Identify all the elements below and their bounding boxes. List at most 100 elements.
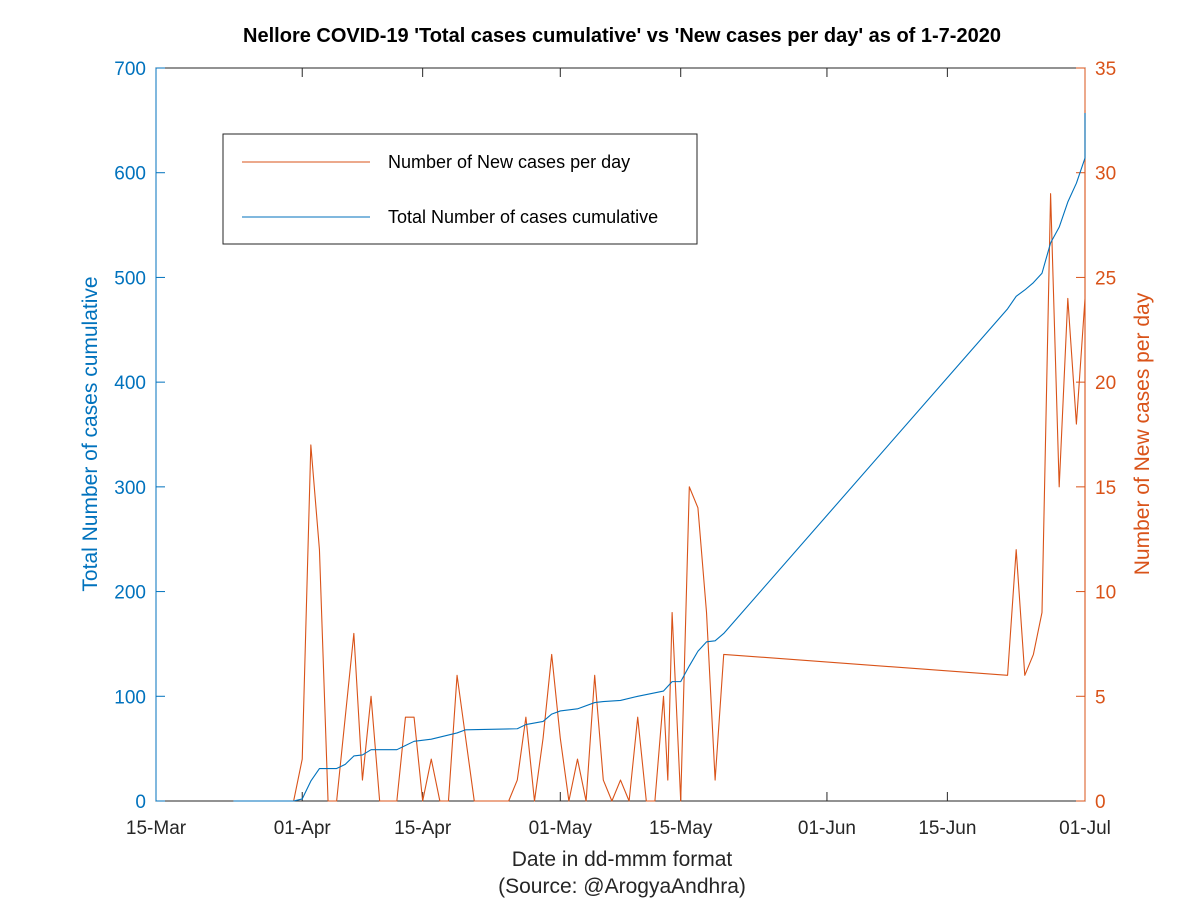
data-point-total-cases bbox=[672, 681, 673, 682]
data-point-total-cases bbox=[689, 665, 690, 666]
data-point-new-cases bbox=[585, 800, 586, 801]
data-point-new-cases bbox=[594, 675, 595, 676]
data-point-new-cases bbox=[1084, 109, 1085, 110]
series-line-total-cases bbox=[233, 113, 1086, 802]
x-tick-label: 15-Mar bbox=[126, 818, 187, 839]
legend-box bbox=[222, 133, 698, 245]
data-point-new-cases bbox=[327, 800, 328, 801]
data-point-new-cases bbox=[517, 779, 518, 780]
data-point-new-cases bbox=[448, 800, 449, 801]
data-point-total-cases bbox=[525, 724, 526, 725]
data-point-new-cases bbox=[551, 654, 552, 655]
data-point-new-cases bbox=[302, 759, 303, 760]
y-left-tick-label: 0 bbox=[135, 792, 146, 813]
data-point-total-cases bbox=[680, 681, 681, 682]
data-point-new-cases bbox=[370, 696, 371, 697]
x-axis-title: Date in dd-mmm format bbox=[512, 848, 733, 871]
data-point-new-cases bbox=[534, 800, 535, 801]
data-point-total-cases bbox=[1076, 183, 1077, 184]
y-left-tick-label: 100 bbox=[114, 687, 146, 708]
y-axis-left-title: Total Number of cases cumulative bbox=[79, 276, 102, 591]
data-point-new-cases bbox=[603, 779, 604, 780]
data-point-total-cases bbox=[594, 702, 595, 703]
data-point-new-cases bbox=[1024, 675, 1025, 676]
x-axis-source-note: (Source: @ArogyaAndhra) bbox=[498, 875, 746, 898]
y-left-tick-label: 700 bbox=[114, 59, 146, 80]
y-right-tick-label: 10 bbox=[1095, 583, 1116, 604]
data-point-new-cases bbox=[646, 800, 647, 801]
data-point-new-cases bbox=[1007, 675, 1008, 676]
data-point-new-cases bbox=[405, 717, 406, 718]
data-point-new-cases bbox=[629, 800, 630, 801]
data-point-total-cases bbox=[542, 721, 543, 722]
data-point-total-cases bbox=[620, 700, 621, 701]
data-point-new-cases bbox=[680, 800, 681, 801]
y-right-tick-label: 20 bbox=[1095, 373, 1116, 394]
data-point-total-cases bbox=[723, 633, 724, 634]
data-point-new-cases bbox=[431, 759, 432, 760]
data-point-total-cases bbox=[697, 651, 698, 652]
x-tick-label: 15-Jun bbox=[918, 818, 976, 839]
data-point-total-cases bbox=[431, 739, 432, 740]
data-point-new-cases bbox=[465, 738, 466, 739]
data-point-total-cases bbox=[1050, 242, 1051, 243]
data-point-total-cases bbox=[1067, 201, 1068, 202]
data-point-total-cases bbox=[1033, 282, 1034, 283]
data-point-new-cases bbox=[1084, 298, 1085, 299]
data-point-new-cases bbox=[667, 779, 668, 780]
data-point-total-cases bbox=[1084, 112, 1085, 113]
data-point-new-cases bbox=[525, 717, 526, 718]
series-new-cases bbox=[233, 109, 1086, 802]
data-point-total-cases bbox=[1059, 227, 1060, 228]
data-point-new-cases bbox=[439, 800, 440, 801]
data-point-new-cases bbox=[1033, 654, 1034, 655]
data-point-new-cases bbox=[1050, 193, 1051, 194]
data-point-new-cases bbox=[353, 633, 354, 634]
data-point-total-cases bbox=[551, 713, 552, 714]
data-point-new-cases bbox=[663, 696, 664, 697]
y-left-tick-label: 300 bbox=[114, 478, 146, 499]
data-point-total-cases bbox=[715, 640, 716, 641]
data-point-new-cases bbox=[1084, 696, 1085, 697]
data-point-new-cases bbox=[319, 549, 320, 550]
ticks-layer: 15-Mar 01-Apr 15-Apr 01-May 15-May 01-Jun 15-J… bbox=[114, 59, 1116, 839]
data-point-new-cases bbox=[706, 612, 707, 613]
data-point-total-cases bbox=[413, 741, 414, 742]
data-point-total-cases bbox=[1016, 296, 1017, 297]
data-point-new-cases bbox=[697, 507, 698, 508]
data-point-new-cases bbox=[637, 717, 638, 718]
data-point-total-cases bbox=[405, 745, 406, 746]
y-right-tick-label: 5 bbox=[1095, 687, 1106, 708]
data-point-new-cases bbox=[474, 800, 475, 801]
data-point-total-cases bbox=[353, 755, 354, 756]
series-line-new-cases bbox=[233, 109, 1086, 802]
data-point-new-cases bbox=[422, 800, 423, 801]
data-point-total-cases bbox=[1084, 152, 1085, 153]
data-point-total-cases bbox=[345, 764, 346, 765]
data-point-new-cases bbox=[568, 800, 569, 801]
data-point-new-cases bbox=[1016, 549, 1017, 550]
data-point-new-cases bbox=[560, 738, 561, 739]
y-left-tick-label: 400 bbox=[114, 373, 146, 394]
x-tick-label: 15-Apr bbox=[394, 818, 452, 839]
data-point-total-cases bbox=[637, 696, 638, 697]
data-point-total-cases bbox=[362, 754, 363, 755]
data-point-new-cases bbox=[1041, 612, 1042, 613]
y-right-tick-label: 0 bbox=[1095, 792, 1106, 813]
data-point-total-cases bbox=[1007, 308, 1008, 309]
legend-label-total-cases: Total Number of cases cumulative bbox=[388, 207, 658, 227]
data-point-new-cases bbox=[379, 800, 380, 801]
data-point-total-cases bbox=[456, 732, 457, 733]
data-point-total-cases bbox=[517, 728, 518, 729]
data-point-new-cases bbox=[456, 675, 457, 676]
data-point-new-cases bbox=[1059, 486, 1060, 487]
data-point-new-cases bbox=[620, 779, 621, 780]
y-axis-right-title: Number of New cases per day bbox=[1131, 292, 1154, 575]
data-point-total-cases bbox=[370, 749, 371, 750]
data-point-total-cases bbox=[1024, 289, 1025, 290]
data-point-new-cases bbox=[689, 486, 690, 487]
data-point-total-cases bbox=[336, 768, 337, 769]
y-right-tick-label: 35 bbox=[1095, 59, 1116, 80]
data-point-total-cases bbox=[1084, 157, 1085, 158]
